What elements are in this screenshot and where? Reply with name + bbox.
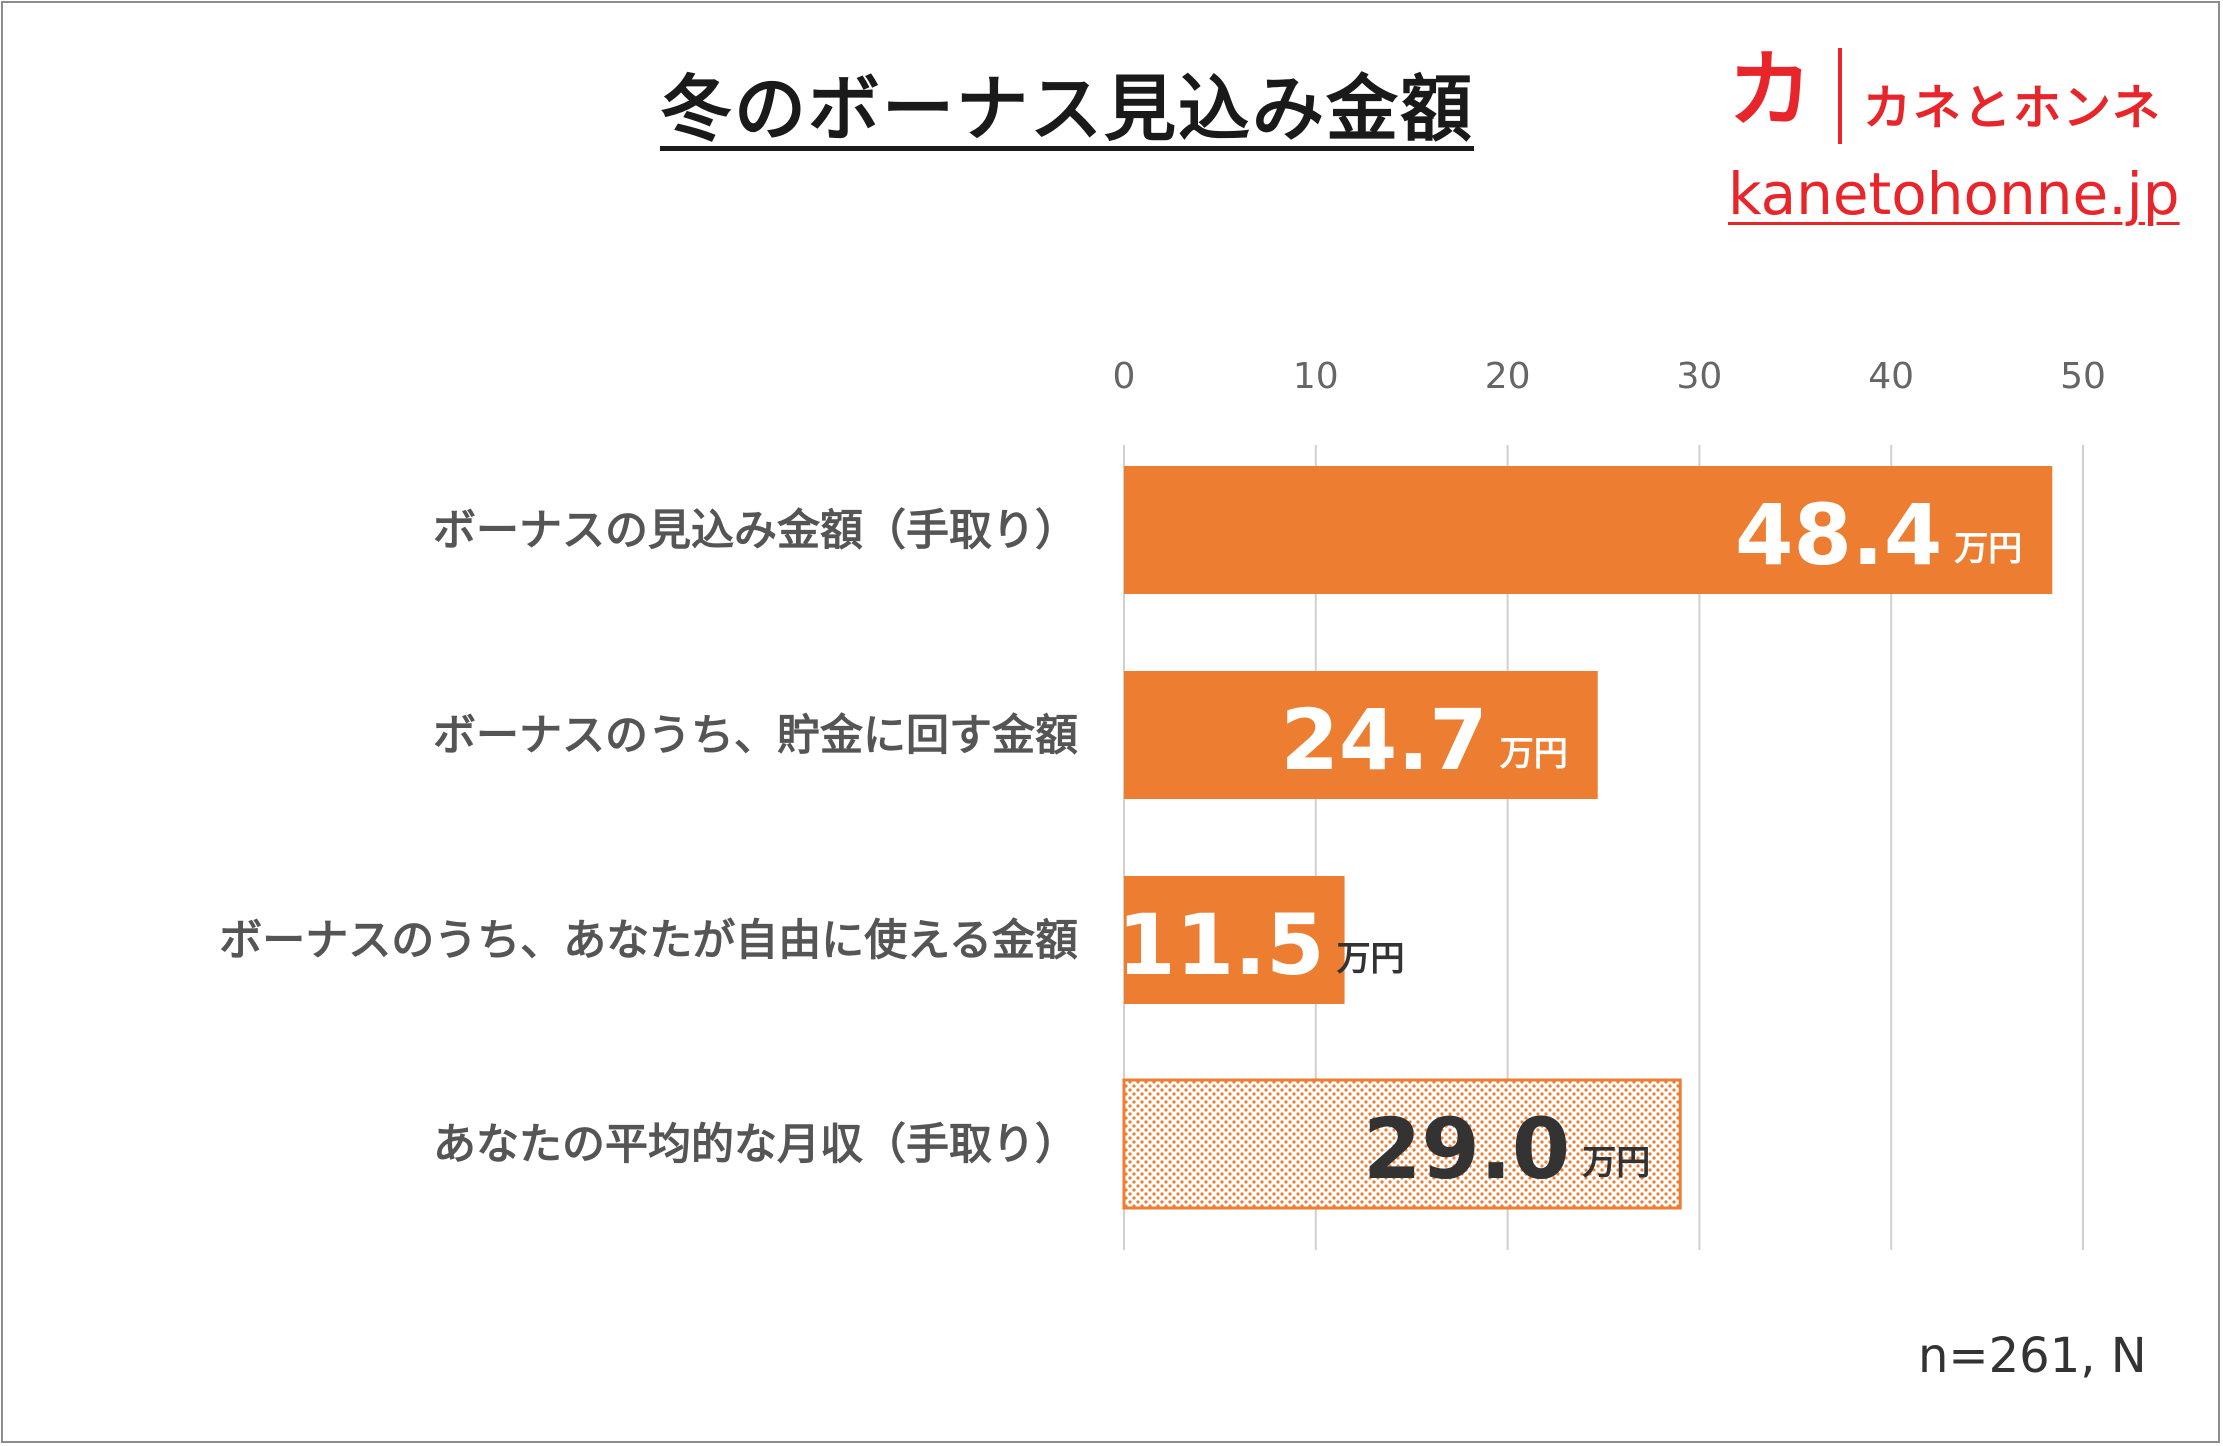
value-label: 24.7 xyxy=(1280,691,1487,789)
bar xyxy=(1122,1078,1682,1210)
x-tick-label: 40 xyxy=(1868,356,1914,397)
x-tick-label: 10 xyxy=(1293,356,1339,397)
value-label: 29.0 xyxy=(1363,1100,1570,1198)
value-unit: 万円 xyxy=(1954,529,2022,569)
bar xyxy=(1124,671,1598,799)
site-link[interactable]: kanetohonne.jp xyxy=(1728,160,2180,228)
bar xyxy=(1124,876,1345,1004)
x-tick-label: 50 xyxy=(2060,356,2106,397)
brand-mark: カ xyxy=(1728,41,1813,139)
sample-size-note: n=261, N xyxy=(1918,1328,2147,1384)
value-unit: 万円 xyxy=(1337,939,1405,979)
category-label: ボーナスのうち、貯金に回す金額 xyxy=(433,711,1078,761)
x-tick-label: 0 xyxy=(1113,356,1136,397)
value-unit: 万円 xyxy=(1500,734,1568,774)
x-tick-label: 30 xyxy=(1676,356,1722,397)
value-label: 48.4 xyxy=(1735,486,1942,584)
bars: 万円 48.4 万円 24.7 万円 11.5 万円 29.0 xyxy=(1117,466,2053,1210)
category-label: ボーナスの見込み金額（手取り） xyxy=(433,506,1078,556)
category-label: あなたの平均的な月収（手取り） xyxy=(433,1120,1078,1170)
brand-name: カネとホンネ xyxy=(1863,80,2163,136)
category-label: ボーナスのうち、あなたが自由に使える金額 xyxy=(219,916,1078,966)
x-axis: 0 10 20 30 40 50 xyxy=(1113,356,2106,397)
x-tick-label: 20 xyxy=(1485,356,1531,397)
category-labels: ボーナスの見込み金額（手取り） ボーナスのうち、貯金に回す金額ボーナスのうち、あな… xyxy=(219,506,1078,1170)
brand-separator xyxy=(1838,48,1842,144)
value-unit: 万円 xyxy=(1582,1143,1650,1183)
bar xyxy=(1124,466,2053,594)
chart-title: 冬のボーナス見込み金額 xyxy=(660,67,1475,151)
value-label: 11.5 xyxy=(1117,896,1324,994)
